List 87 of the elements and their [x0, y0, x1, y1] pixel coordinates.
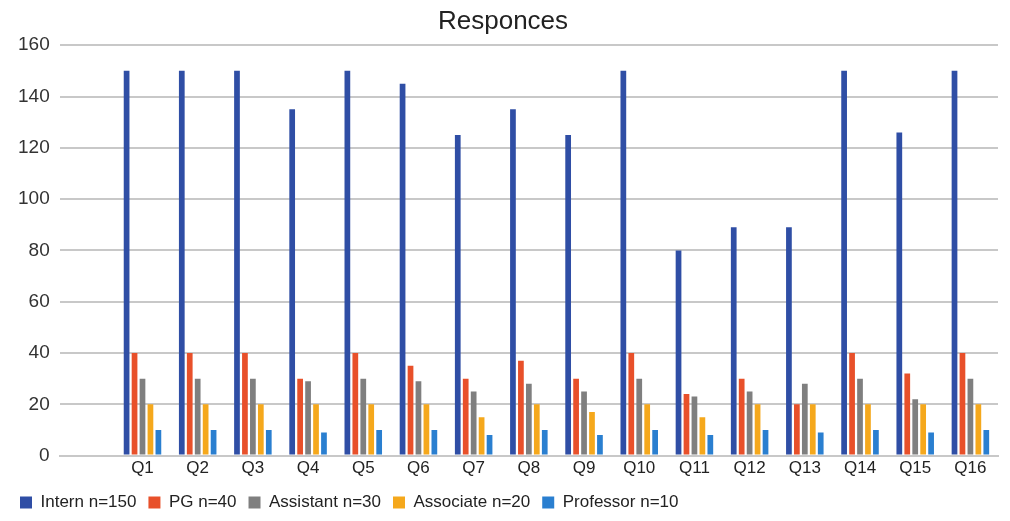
x-tick-label: Q11 — [679, 458, 710, 478]
bar — [573, 378, 579, 455]
bar — [801, 383, 808, 455]
y-tick-label: 140 — [18, 84, 50, 106]
bar — [178, 70, 185, 455]
bar — [533, 404, 540, 455]
bar — [920, 404, 927, 455]
bar — [565, 134, 572, 455]
bar — [541, 429, 548, 455]
bar — [652, 429, 658, 455]
x-tick-label: Q3 — [241, 458, 265, 478]
bar — [873, 429, 879, 455]
bar — [454, 134, 461, 455]
bar — [809, 404, 816, 455]
bar — [289, 109, 296, 455]
x-tick-label: Q10 — [623, 458, 656, 478]
bar — [904, 373, 911, 455]
legend-label: Associate n=20 — [413, 492, 531, 512]
y-tick-label: 120 — [18, 136, 50, 158]
bar — [265, 429, 272, 455]
bar — [462, 378, 469, 455]
bar — [194, 378, 201, 455]
bar — [257, 404, 264, 455]
x-tick-label: Q9 — [572, 458, 596, 478]
y-tick-label: 100 — [18, 187, 50, 209]
x-tick-label: Q14 — [843, 458, 877, 478]
bar — [738, 378, 745, 455]
bar — [636, 378, 643, 455]
chart-title: Responces — [437, 4, 569, 35]
y-tick-label: 40 — [28, 341, 50, 363]
bar — [620, 70, 627, 455]
x-tick-label: Q2 — [186, 458, 210, 478]
bar — [352, 353, 359, 455]
y-tick-label: 80 — [28, 238, 50, 260]
bar — [368, 404, 375, 455]
legend-label: PG n=40 — [168, 492, 237, 512]
bar — [518, 360, 524, 455]
x-tick-label: Q5 — [351, 458, 375, 478]
bar — [234, 70, 240, 455]
bar — [975, 404, 982, 455]
bar — [865, 404, 871, 455]
x-tick-label: Q8 — [517, 458, 541, 478]
legend-label: Assistant n=30 — [269, 492, 382, 512]
bar — [242, 353, 248, 455]
bar — [730, 227, 737, 455]
bar — [707, 435, 714, 455]
legend-label: Professor n=10 — [562, 492, 679, 512]
x-tick-label: Q1 — [131, 458, 154, 478]
bar — [305, 381, 311, 455]
bar — [581, 391, 587, 455]
x-tick-label: Q4 — [296, 458, 320, 478]
y-tick-label: 160 — [18, 33, 50, 55]
y-tick-label: 0 — [39, 443, 50, 465]
legend-label: Intern n=150 — [40, 492, 137, 512]
y-tick-label: 60 — [28, 289, 50, 311]
bar — [817, 432, 824, 455]
bar — [841, 70, 847, 455]
bar — [849, 353, 855, 455]
x-tick-label: Q6 — [407, 458, 430, 478]
bar — [794, 404, 800, 455]
x-tick-label: Q15 — [899, 458, 932, 478]
bar — [786, 227, 792, 455]
bar — [376, 429, 383, 455]
bar — [297, 378, 303, 455]
bar — [597, 435, 603, 455]
x-tick-label: Q12 — [733, 458, 766, 478]
x-tick-label: Q7 — [462, 458, 485, 478]
bar — [644, 404, 651, 455]
bar — [186, 353, 193, 455]
bar — [313, 404, 319, 455]
bar — [628, 353, 635, 455]
bar — [983, 429, 990, 455]
bar — [360, 378, 367, 455]
bar — [525, 383, 532, 455]
bar — [470, 391, 477, 455]
bar — [912, 399, 919, 455]
bar — [250, 378, 256, 455]
bar — [928, 432, 934, 455]
x-tick-label: Q13 — [788, 458, 821, 478]
bar — [321, 432, 327, 455]
bar — [510, 109, 516, 455]
bar — [857, 378, 863, 455]
x-tick-label: Q16 — [954, 458, 987, 478]
bar — [431, 429, 438, 455]
bar — [896, 132, 903, 455]
bar — [589, 412, 595, 455]
y-tick-label: 20 — [28, 392, 50, 414]
